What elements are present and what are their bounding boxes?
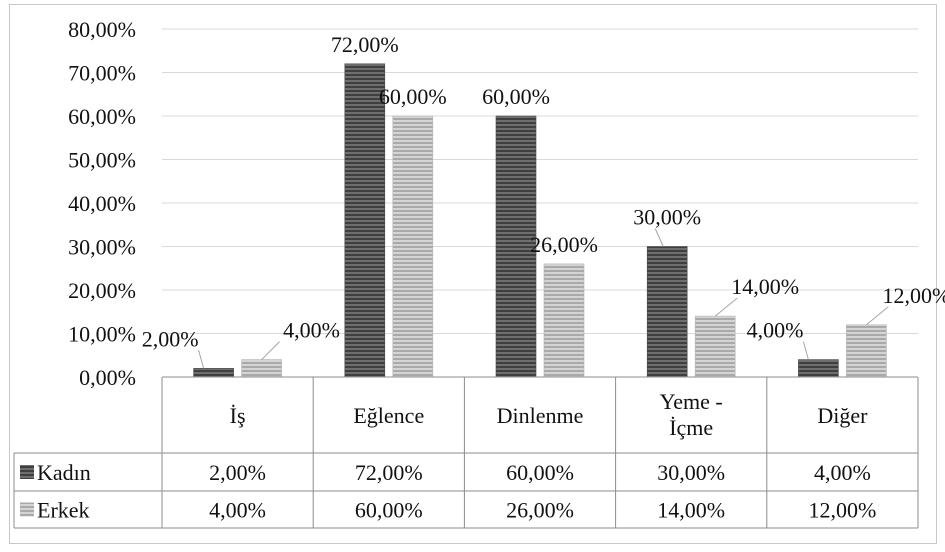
bar-kadın: [646, 246, 688, 378]
data-label: 2,00%: [142, 326, 199, 351]
table-cell: 60,00%: [506, 460, 574, 485]
table-cell: 26,00%: [506, 498, 574, 523]
y-tick-label: 30,00%: [68, 235, 136, 260]
label-leader-line: [654, 228, 664, 247]
bar-erkek: [694, 315, 736, 378]
table-cell: 2,00%: [209, 460, 266, 485]
table-cell: 4,00%: [814, 460, 871, 485]
data-label: 72,00%: [331, 32, 399, 57]
data-label: 4,00%: [283, 318, 340, 343]
table-cell: 30,00%: [657, 460, 725, 485]
bar-erkek: [543, 263, 585, 378]
table-cell: 72,00%: [355, 460, 423, 485]
table-cell: 60,00%: [355, 498, 423, 523]
y-tick-label: 0,00%: [79, 365, 136, 390]
data-label: 26,00%: [530, 232, 598, 257]
legend-key-kadın: [20, 465, 34, 479]
category-label: Yeme -İçme: [660, 389, 723, 440]
label-leader-line: [866, 306, 889, 326]
y-tick-label: 70,00%: [68, 61, 136, 86]
table-cell: 14,00%: [657, 498, 725, 523]
chart-frame: [9, 4, 937, 544]
label-leader-line: [261, 341, 280, 360]
legend-series-name: Kadın: [37, 460, 91, 485]
bar-erkek: [241, 359, 282, 378]
data-label: 14,00%: [731, 274, 799, 299]
data-label: 60,00%: [379, 84, 447, 109]
table-cell: 4,00%: [209, 498, 266, 523]
category-label: Eğlence: [353, 403, 424, 428]
legend-series-name: Erkek: [37, 498, 90, 523]
category-label: İş: [230, 403, 246, 428]
bar-erkek: [846, 324, 887, 378]
table-cell: 12,00%: [808, 498, 876, 523]
bar-kadın: [798, 359, 839, 378]
data-label: 30,00%: [633, 205, 701, 230]
y-tick-label: 80,00%: [68, 17, 136, 42]
y-tick-label: 10,00%: [68, 322, 136, 347]
legend-key-erkek: [20, 502, 34, 517]
y-tick-label: 60,00%: [68, 104, 136, 129]
category-label: Dinlenme: [497, 403, 584, 428]
y-tick-label: 50,00%: [68, 148, 136, 173]
bar-kadın: [344, 63, 386, 378]
bar-kadın: [193, 367, 234, 378]
data-label: 4,00%: [747, 318, 804, 343]
label-leader-line: [198, 350, 205, 369]
label-leader-line: [714, 297, 738, 317]
data-label: 12,00%: [882, 283, 945, 308]
label-leader-line: [802, 341, 809, 360]
y-tick-label: 20,00%: [68, 278, 136, 303]
bar-erkek: [392, 115, 434, 378]
y-tick-label: 40,00%: [68, 191, 136, 216]
data-label: 60,00%: [482, 84, 550, 109]
category-label: Diğer: [817, 403, 868, 428]
